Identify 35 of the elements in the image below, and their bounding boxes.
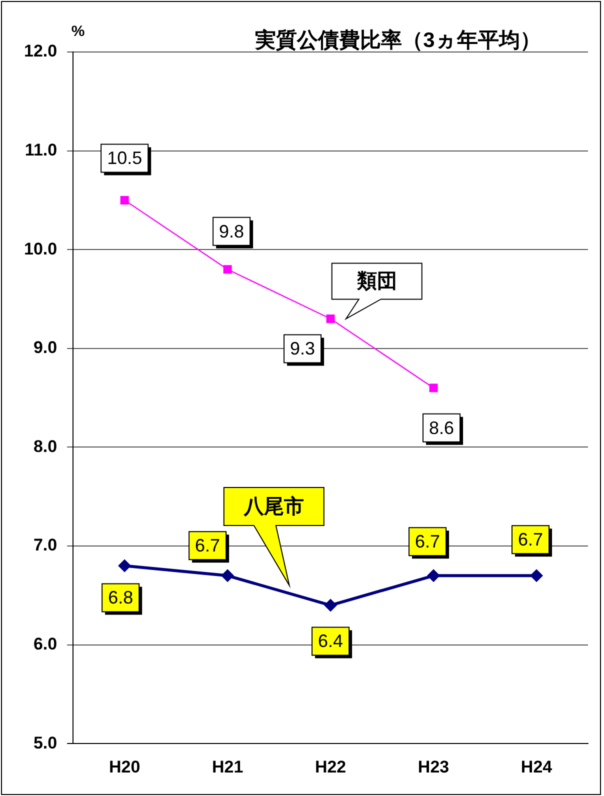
chart-title: 実質公債費比率（3ヵ年平均） [254,28,541,52]
data-label: 8.6 [429,418,454,438]
y-tick-label: 5.0 [33,733,58,752]
x-tick-label: H22 [314,757,346,776]
y-tick-label: 12.0 [24,42,58,61]
y-tick-label: 8.0 [33,436,58,456]
data-label: 6.7 [195,536,220,556]
point [221,569,234,582]
text: 八尾市 [242,494,304,518]
y-tick-label: 10.0 [24,239,58,258]
data-label: 9.3 [290,338,316,359]
data-label: 10.5 [107,148,142,168]
data-label: 6.8 [108,588,134,608]
data-label: 6.7 [415,532,440,552]
y-tick-label: 11.0 [24,140,58,160]
point [530,569,544,582]
point [427,569,440,582]
y-tick-label: 9.0 [33,338,58,358]
point [118,559,132,572]
point [324,598,338,612]
x-tick-label: H23 [418,757,450,776]
point [223,265,232,274]
point [429,384,438,392]
x-tick-label: H20 [108,757,140,776]
data-label: 9.8 [219,221,244,242]
x-tick-label: H21 [212,757,244,776]
data-label: 6.4 [318,631,344,652]
data-label: 6.7 [518,530,544,550]
x-tick-label: H24 [520,757,553,776]
point [326,314,335,324]
series-label: 類団 [356,270,397,293]
y-axis-title: % [71,23,85,40]
point [120,196,129,204]
y-tick-label: 7.0 [33,536,58,555]
y-tick-label: 6.0 [33,634,58,654]
